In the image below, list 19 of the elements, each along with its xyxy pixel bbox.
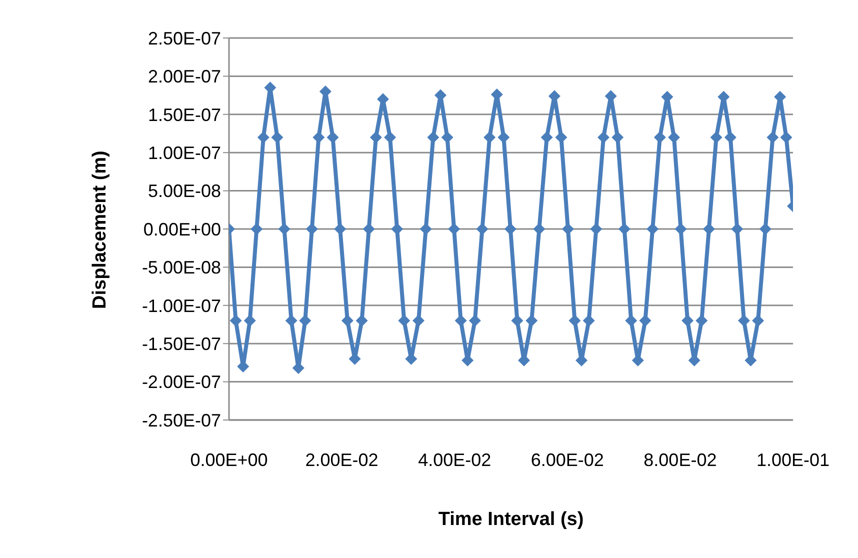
y-tick-label: -2.00E-07 (142, 372, 221, 392)
y-tick-label: -1.50E-07 (142, 334, 221, 354)
y-tick-label: 1.50E-07 (148, 104, 221, 125)
x-tick-label: 0.00E+00 (190, 450, 268, 470)
x-tick-label: 2.00E-02 (305, 450, 378, 470)
y-tick-label: -5.00E-08 (142, 258, 221, 278)
y-tick-label: 5.00E-08 (148, 181, 221, 202)
y-tick-label: 0.00E+00 (143, 219, 221, 240)
x-tick-label: 4.00E-02 (418, 450, 492, 470)
x-tick-label: 8.00E-02 (644, 450, 717, 470)
x-tick-label: 1.00E-01 (756, 450, 830, 470)
x-tick-label: 6.00E-02 (530, 450, 604, 470)
y-tick-label: -2.50E-07 (142, 410, 221, 430)
y-tick-label: 2.50E-07 (148, 28, 221, 48)
y-axis-title: Displacement (m) (90, 150, 111, 309)
y-tick-label: 1.00E-07 (148, 142, 221, 163)
y-tick-label: 2.00E-07 (148, 66, 221, 87)
x-axis-title: Time Interval (s) (438, 509, 584, 530)
y-tick-label: -1.00E-07 (142, 296, 221, 316)
